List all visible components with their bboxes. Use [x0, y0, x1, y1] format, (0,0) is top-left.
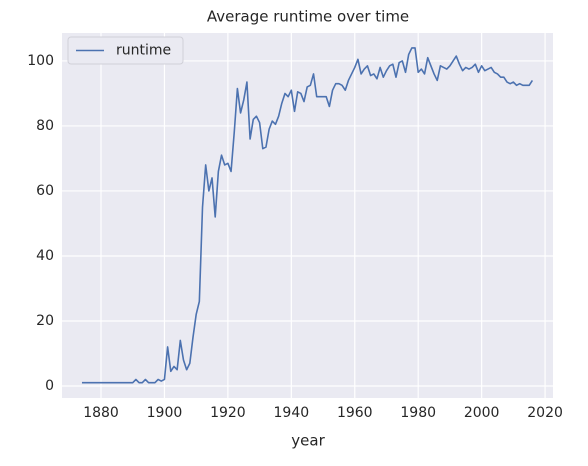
data-line — [81, 47, 534, 384]
y-tick-label: 0 — [45, 378, 54, 394]
x-tick-label: 1880 — [83, 405, 119, 421]
y-tick-label: 60 — [36, 183, 54, 199]
plot-area — [62, 33, 553, 398]
x-tick-label: 1920 — [210, 405, 246, 421]
x-tick-label: 1960 — [337, 405, 373, 421]
y-tick-label: 40 — [36, 248, 54, 264]
y-tick-label: 100 — [27, 53, 54, 69]
legend-box — [67, 36, 184, 65]
x-tick-label: 2000 — [464, 405, 500, 421]
legend-label: runtime — [116, 43, 171, 59]
y-tick-label: 20 — [36, 313, 54, 329]
x-tick-label: 2020 — [527, 405, 563, 421]
x-tick-label: 1900 — [147, 405, 183, 421]
x-tick-label: 1980 — [400, 405, 436, 421]
y-tick-label: 80 — [36, 118, 54, 134]
x-tick-label: 1940 — [274, 405, 310, 421]
x-axis-label: year — [291, 432, 325, 450]
chart-title: Average runtime over time — [207, 8, 409, 26]
